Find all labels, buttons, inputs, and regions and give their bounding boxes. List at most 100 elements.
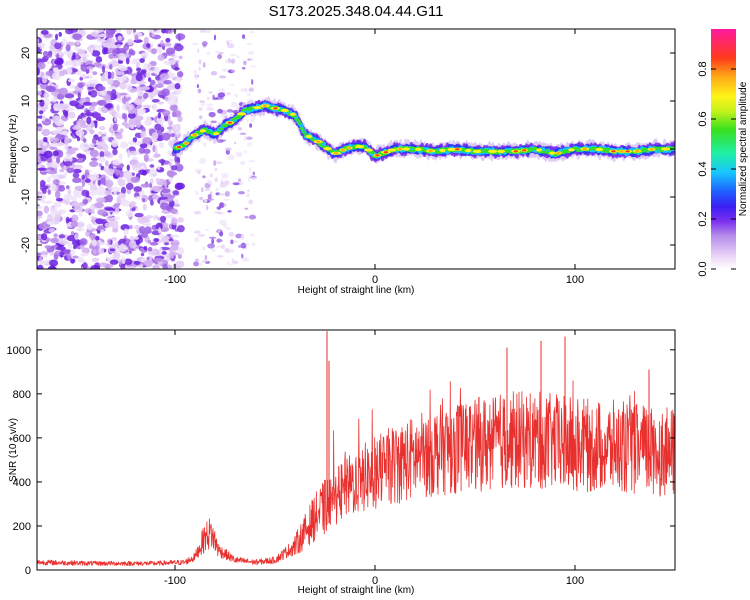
- noise-speckle: [252, 242, 256, 247]
- signal-band: [561, 151, 566, 155]
- noise-speckle: [45, 85, 55, 92]
- noise-speckle: [89, 129, 95, 135]
- noise-speckle: [105, 217, 114, 221]
- noise-speckle: [147, 77, 152, 82]
- noise-speckle: [59, 251, 65, 256]
- noise-speckle: [206, 97, 210, 100]
- noise-speckle: [86, 66, 95, 70]
- noise-speckle: [174, 82, 181, 90]
- signal-band: [300, 127, 305, 131]
- noise-speckle: [170, 234, 180, 238]
- signal-peak: [455, 148, 460, 151]
- noise-speckle: [173, 203, 181, 207]
- noise-speckle: [136, 67, 142, 72]
- noise-speckle: [160, 126, 165, 132]
- noise-speckle: [201, 246, 206, 251]
- noise-speckle: [204, 188, 211, 192]
- signal-band: [247, 108, 252, 111]
- noise-speckle: [40, 199, 45, 203]
- noise-speckle: [218, 88, 225, 92]
- noise-speckle: [175, 77, 181, 82]
- noise-speckle: [231, 260, 239, 264]
- signal-band: [604, 151, 610, 154]
- snr-frame: [36, 329, 676, 571]
- noise-speckle: [46, 53, 53, 58]
- noise-speckle: [49, 251, 54, 256]
- noise-speckle: [97, 85, 106, 91]
- noise-speckle: [65, 29, 74, 35]
- noise-speckle: [134, 212, 144, 218]
- snr-xlabel: Height of straight line (km): [298, 585, 415, 596]
- noise-speckle: [97, 44, 102, 51]
- noise-speckle: [49, 137, 60, 143]
- noise-speckle: [143, 148, 151, 154]
- noise-speckle: [160, 39, 164, 45]
- noise-speckle: [61, 130, 69, 136]
- noise-speckle: [56, 156, 61, 164]
- noise-speckle: [64, 110, 69, 118]
- noise-speckle: [41, 55, 49, 62]
- signal-band: [544, 149, 550, 152]
- noise-speckle: [82, 262, 88, 269]
- signal-peak: [464, 148, 472, 153]
- noise-speckle: [127, 112, 136, 120]
- noise-speckle: [97, 209, 107, 216]
- noise-speckle: [105, 160, 109, 167]
- signal-band: [219, 127, 224, 131]
- noise-speckle: [170, 208, 178, 214]
- noise-speckle: [53, 233, 58, 238]
- noise-speckle: [247, 142, 253, 147]
- signal-peak: [568, 148, 575, 152]
- noise-speckle: [212, 97, 219, 101]
- noise-speckle: [63, 172, 68, 177]
- spectrogram-marks: [37, 29, 675, 269]
- noise-speckle: [205, 228, 210, 232]
- noise-speckle: [165, 37, 171, 43]
- signal-peak: [549, 151, 556, 155]
- signal-peak: [305, 134, 313, 139]
- noise-speckle: [91, 112, 102, 119]
- noise-speckle: [148, 169, 158, 178]
- signal-band: [564, 149, 569, 152]
- noise-speckle: [55, 197, 63, 202]
- spectrogram-ylabel: Frequency (Hz): [8, 115, 19, 184]
- noise-speckle: [121, 121, 129, 126]
- noise-speckle: [41, 120, 51, 125]
- noise-speckle: [176, 225, 185, 233]
- noise-speckle: [53, 253, 59, 260]
- noise-speckle: [163, 242, 170, 246]
- noise-speckle: [240, 242, 247, 249]
- noise-speckle: [117, 179, 126, 187]
- noise-speckle: [199, 196, 204, 201]
- noise-speckle: [236, 55, 240, 59]
- noise-speckle: [147, 246, 153, 252]
- noise-speckle: [146, 214, 153, 219]
- noise-speckle: [41, 128, 51, 137]
- y-tick-label: 20: [20, 47, 32, 59]
- noise-speckle: [226, 109, 234, 113]
- noise-speckle: [133, 39, 143, 43]
- noise-speckle: [146, 91, 156, 98]
- noise-speckle: [171, 239, 180, 245]
- noise-speckle: [243, 135, 248, 142]
- noise-speckle: [251, 176, 257, 181]
- noise-speckle: [225, 39, 233, 43]
- noise-speckle: [103, 42, 113, 49]
- noise-speckle: [111, 139, 119, 148]
- noise-speckle: [54, 60, 60, 65]
- noise-speckle: [120, 263, 126, 269]
- noise-speckle: [97, 131, 103, 135]
- noise-speckle: [153, 66, 160, 75]
- noise-speckle: [129, 200, 137, 207]
- noise-speckle: [43, 205, 50, 214]
- noise-speckle: [215, 161, 223, 165]
- noise-speckle: [164, 42, 172, 47]
- noise-speckle: [156, 116, 165, 125]
- noise-speckle: [139, 143, 148, 149]
- noise-speckle: [126, 164, 130, 171]
- noise-speckle: [177, 217, 184, 223]
- noise-speckle: [197, 262, 204, 266]
- noise-speckle: [89, 244, 99, 250]
